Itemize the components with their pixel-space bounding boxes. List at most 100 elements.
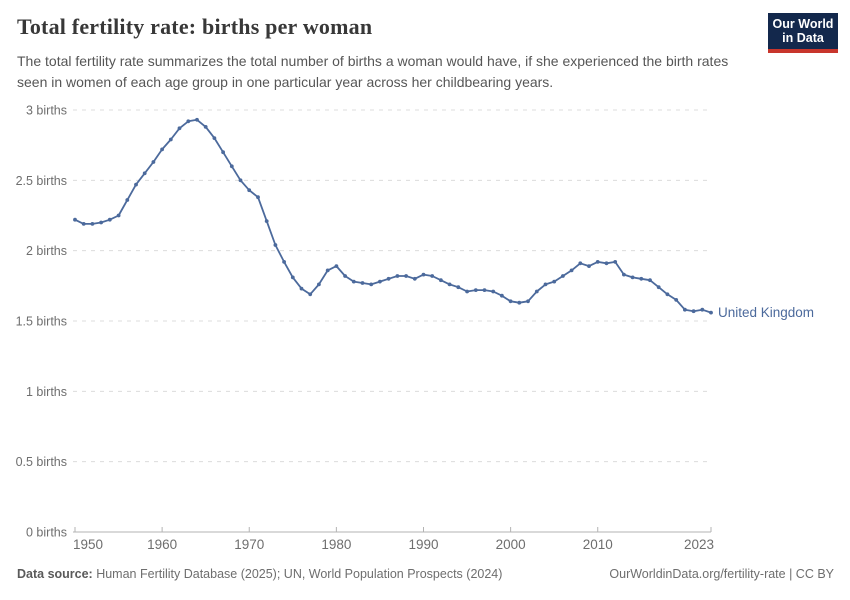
data-point [221, 150, 226, 155]
fertility-line-chart: 0 births 0.5 births 1 births 1.5 births 2 bi… [16, 103, 814, 552]
data-point [561, 274, 565, 278]
data-point [595, 260, 600, 264]
data-point [543, 282, 548, 287]
y-axis-label: 0 births [26, 526, 67, 540]
data-point [674, 298, 679, 302]
data-point [648, 278, 652, 283]
data-point [99, 220, 103, 225]
data-point [465, 289, 469, 294]
data-point [177, 126, 182, 131]
data-line [74, 118, 712, 314]
data-point [134, 182, 138, 187]
data-point [212, 136, 217, 141]
data-point [421, 272, 426, 277]
data-point [107, 217, 112, 222]
y-axis-label: 2 births [26, 244, 67, 258]
data-point [569, 268, 574, 273]
data-point [386, 276, 391, 281]
x-tick-label: 2010 [583, 537, 613, 552]
data-point [613, 260, 618, 264]
data-point [168, 137, 173, 142]
data-point [500, 293, 504, 298]
data-point [256, 195, 260, 200]
y-axis-label: 2.5 births [16, 174, 67, 188]
data-point [491, 289, 496, 294]
data-point [395, 274, 400, 278]
data-point [273, 243, 278, 247]
data-point [552, 279, 557, 284]
data-point [151, 160, 156, 164]
data-source: Data source: Human Fertility Database (2… [17, 567, 502, 581]
data-point [412, 276, 417, 281]
data-point [317, 282, 321, 287]
data-point [604, 261, 609, 266]
data-point [709, 310, 713, 315]
data-point [90, 222, 95, 226]
data-point [334, 264, 339, 268]
data-point [264, 219, 269, 224]
data-point [473, 288, 478, 292]
y-axis-label: 3 births [26, 103, 67, 117]
data-point [299, 286, 304, 291]
owid-logo[interactable]: Our World in Data [768, 13, 838, 53]
data-point [195, 117, 199, 122]
series-label[interactable]: United Kingdom [718, 305, 814, 320]
data-point [456, 285, 461, 290]
data-point [482, 288, 487, 292]
data-point [308, 292, 313, 297]
data-point [578, 261, 583, 266]
data-point [700, 307, 705, 312]
data-point [526, 299, 530, 304]
data-point [229, 164, 234, 169]
data-point [238, 178, 243, 183]
data-point [639, 276, 644, 281]
data-point [447, 282, 452, 287]
y-axis-label: 1 births [26, 385, 67, 399]
data-source-text: Human Fertility Database (2025); UN, Wor… [92, 567, 503, 581]
data-point [587, 264, 591, 268]
data-point [343, 274, 347, 278]
data-point [656, 285, 661, 290]
data-point [630, 275, 635, 280]
data-point [360, 281, 365, 285]
data-point [142, 171, 147, 176]
x-tick-label: 2000 [496, 537, 526, 552]
chart-footer: Data source: Human Fertility Database (2… [17, 567, 834, 581]
data-point [116, 213, 121, 218]
owid-logo-line1: Our World [772, 17, 834, 31]
owid-logo-line2: in Data [782, 31, 824, 45]
license-link[interactable]: OurWorldinData.org/fertility-rate | CC B… [609, 567, 834, 581]
data-point [369, 282, 374, 287]
data-point [691, 309, 696, 314]
data-source-label: Data source: [17, 567, 93, 581]
data-point [517, 300, 522, 305]
data-point [81, 222, 86, 226]
data-point [665, 292, 670, 297]
data-point [203, 125, 208, 129]
data-point [160, 147, 165, 152]
data-point [73, 217, 77, 222]
data-point [534, 289, 539, 294]
data-point [290, 275, 295, 280]
data-point [439, 278, 443, 283]
x-tick-label: 1980 [321, 537, 351, 552]
data-point [622, 272, 626, 277]
data-point [351, 279, 356, 284]
data-point [683, 307, 687, 312]
data-point [378, 279, 382, 284]
y-axis-label: 1.5 births [16, 314, 67, 328]
data-point [430, 274, 435, 278]
data-point [508, 299, 513, 304]
data-point [125, 198, 130, 202]
x-tick-label: 2023 [684, 537, 714, 552]
x-tick-label: 1990 [408, 537, 438, 552]
chart-subtitle: The total fertility rate summarizes the … [17, 53, 729, 90]
data-point [404, 274, 408, 278]
y-axis-label: 0.5 births [16, 455, 67, 469]
data-point [186, 119, 191, 124]
data-point [325, 268, 330, 273]
x-tick-label: 1970 [234, 537, 264, 552]
x-tick-label: 1950 [73, 537, 103, 552]
x-tick-label: 1960 [147, 537, 177, 552]
